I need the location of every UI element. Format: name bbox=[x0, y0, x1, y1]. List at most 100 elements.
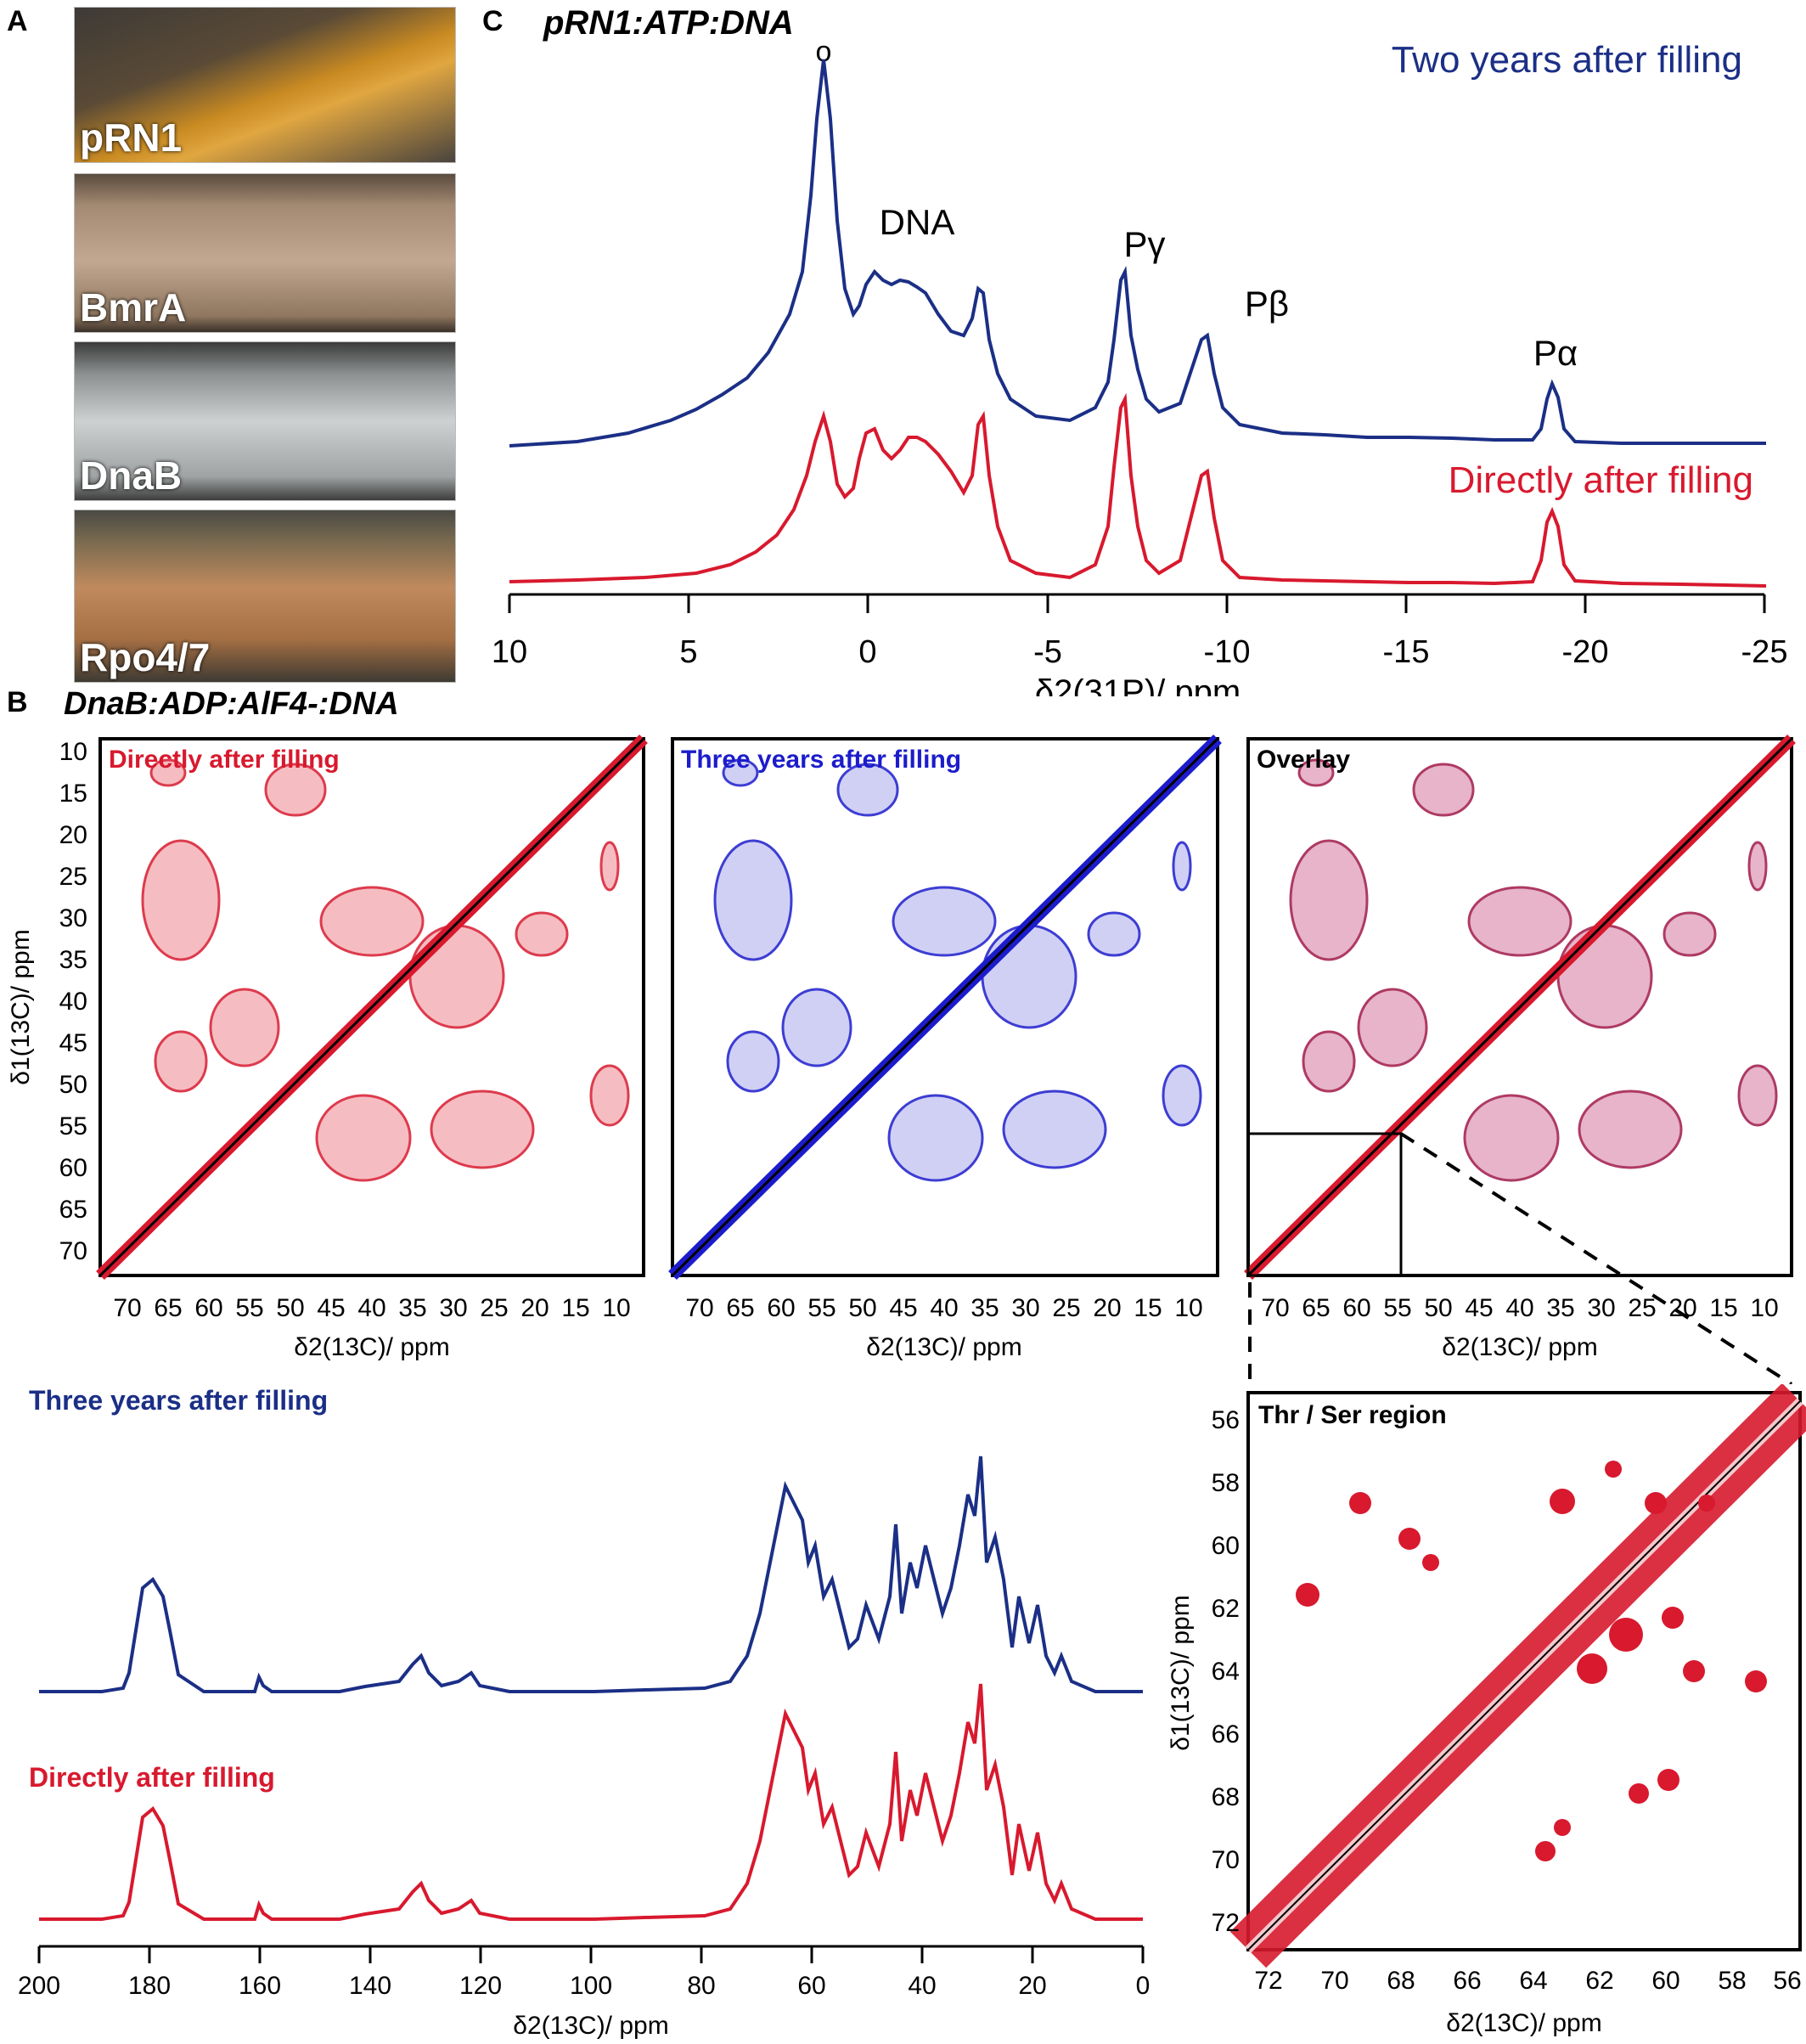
tick-31p-6: -20 bbox=[1562, 634, 1609, 670]
ylabel-2d: δ1(13C)/ ppm bbox=[7, 929, 35, 1084]
zoom-title: Thr / Ser region bbox=[1258, 1401, 1447, 1429]
xtick-b2-5: 45 bbox=[889, 1294, 917, 1322]
xtick-b2-7: 35 bbox=[971, 1294, 999, 1322]
spectrum-1d-directly-after bbox=[39, 1683, 1143, 1921]
xtick-b3-2: 60 bbox=[1342, 1294, 1370, 1322]
zoom-ytick-5: 66 bbox=[1212, 1720, 1240, 1748]
ytick-10: 60 bbox=[59, 1154, 87, 1182]
tick-1d-7: 60 bbox=[797, 1972, 825, 2000]
zoom-ytick-2: 60 bbox=[1212, 1532, 1240, 1560]
zoom-xtick-0: 72 bbox=[1254, 1967, 1282, 1995]
xlabel-2d-box1: δ2(13C)/ ppm bbox=[294, 1333, 449, 1361]
xtick-b2-11: 15 bbox=[1134, 1294, 1162, 1322]
xtick-b2-8: 30 bbox=[1011, 1294, 1039, 1322]
xtick-b2-4: 50 bbox=[848, 1294, 876, 1322]
xtick-b2-2: 60 bbox=[767, 1294, 795, 1322]
xtick-b1-8: 30 bbox=[439, 1294, 467, 1322]
xtick-b3-6: 40 bbox=[1505, 1294, 1533, 1322]
zoom-ytick-7: 70 bbox=[1212, 1846, 1240, 1874]
tick-31p-1: 5 bbox=[679, 634, 697, 670]
label-directly-after: Directly after filling bbox=[1449, 459, 1753, 501]
xtick-b3-9: 25 bbox=[1628, 1294, 1656, 1322]
label-1d-directly-after: Directly after filling bbox=[29, 1762, 275, 1793]
xlabel-2d-box2: δ2(13C)/ ppm bbox=[866, 1333, 1021, 1361]
xtick-b2-1: 65 bbox=[726, 1294, 754, 1322]
zoom-ytick-8: 72 bbox=[1212, 1909, 1240, 1937]
zoom-xtick-8: 56 bbox=[1773, 1967, 1801, 1995]
xtick-b1-5: 45 bbox=[317, 1294, 345, 1322]
peak-label-o: o bbox=[816, 36, 832, 68]
photo-bmra: BmrA bbox=[74, 173, 456, 333]
spectrum-2d-overlay: Overlay bbox=[1244, 735, 1796, 1280]
tick-1d-5: 100 bbox=[570, 1972, 612, 2000]
tick-1d-2: 160 bbox=[239, 1972, 281, 2000]
xtick-b2-6: 40 bbox=[930, 1294, 958, 1322]
zoom-ytick-4: 64 bbox=[1212, 1658, 1240, 1686]
zoom-peaks bbox=[1296, 1461, 1767, 1861]
xtick-b1-9: 25 bbox=[480, 1294, 508, 1322]
panel-b-title: DnaB:ADP:AlF4-:DNA bbox=[64, 686, 399, 722]
zoom-ytick-3: 62 bbox=[1212, 1595, 1240, 1623]
zoom-xtick-7: 58 bbox=[1718, 1967, 1746, 1995]
xtick-b3-10: 20 bbox=[1668, 1294, 1696, 1322]
tick-31p-7: -25 bbox=[1741, 634, 1788, 670]
spectrum-31p-two-years bbox=[509, 59, 1766, 448]
ytick-7: 45 bbox=[59, 1029, 87, 1057]
xtick-b1-1: 65 bbox=[154, 1294, 182, 1322]
title-three-years: Three years after filling bbox=[681, 746, 961, 774]
zoom-region-box bbox=[1246, 1132, 1403, 1277]
ytick-1: 15 bbox=[59, 780, 87, 808]
ytick-8: 50 bbox=[59, 1071, 87, 1099]
tick-31p-5: -15 bbox=[1383, 634, 1430, 670]
panel-label-b: B bbox=[7, 686, 28, 718]
tick-31p-3: -5 bbox=[1033, 634, 1062, 670]
panel-c-31p-spectra: pRN1:ATP:DNA Two years after filling Dir… bbox=[492, 4, 1788, 696]
sample-label-rpo47: Rpo4/7 bbox=[80, 635, 211, 679]
tick-1d-0: 200 bbox=[18, 1972, 60, 2000]
spectrum-31p-directly-after bbox=[509, 392, 1767, 588]
peak-label-dna: DNA bbox=[880, 202, 955, 242]
xtick-b1-2: 60 bbox=[194, 1294, 222, 1322]
spectrum-1d-three-years bbox=[39, 1456, 1143, 1693]
tick-31p-0: 10 bbox=[492, 634, 527, 670]
ticks-13c-1d bbox=[37, 1946, 1145, 1963]
xtick-b3-1: 65 bbox=[1302, 1294, 1330, 1322]
xtick-b3-4: 50 bbox=[1424, 1294, 1452, 1322]
xtick-b3-3: 55 bbox=[1383, 1294, 1411, 1322]
xtick-b1-6: 40 bbox=[357, 1294, 385, 1322]
xtick-b1-11: 15 bbox=[561, 1294, 589, 1322]
xtick-b1-4: 50 bbox=[276, 1294, 304, 1322]
label-two-years: Two years after filling bbox=[1392, 39, 1742, 81]
title-overlay: Overlay bbox=[1257, 746, 1350, 774]
peak-label-pbeta: Pβ bbox=[1245, 284, 1289, 324]
xtick-b2-9: 25 bbox=[1052, 1294, 1080, 1322]
zoom-ytick-1: 58 bbox=[1212, 1469, 1240, 1497]
photo-prn1: pRN1 bbox=[74, 7, 456, 163]
panel-label-c: C bbox=[482, 5, 504, 37]
xlabel-1d: δ2(13C)/ ppm bbox=[513, 2012, 668, 2040]
photo-rpo47: Rpo4/7 bbox=[74, 510, 456, 683]
sample-label-prn1: pRN1 bbox=[80, 115, 183, 160]
xtick-b1-12: 10 bbox=[602, 1294, 630, 1322]
tick-1d-6: 80 bbox=[687, 1972, 715, 2000]
xtick-b3-11: 15 bbox=[1709, 1294, 1737, 1322]
ytick-9: 55 bbox=[59, 1112, 87, 1140]
zoom-xtick-5: 62 bbox=[1585, 1967, 1613, 1995]
xtick-b1-10: 20 bbox=[520, 1294, 549, 1322]
zoom-xlabel: δ2(13C)/ ppm bbox=[1446, 2009, 1601, 2037]
xtick-b1-3: 55 bbox=[235, 1294, 263, 1322]
peak-label-pgamma: Pγ bbox=[1123, 224, 1165, 264]
zoom-xtick-4: 64 bbox=[1519, 1967, 1547, 1995]
peak-label-palpha: Pα bbox=[1533, 333, 1578, 373]
xtick-b2-0: 70 bbox=[685, 1294, 713, 1322]
zoom-connector-right bbox=[1399, 1132, 1793, 1384]
ytick-4: 30 bbox=[59, 904, 87, 932]
xtick-b1-7: 35 bbox=[398, 1294, 426, 1322]
zoom-ytick-0: 56 bbox=[1212, 1406, 1240, 1434]
tick-1d-8: 40 bbox=[908, 1972, 936, 2000]
xtick-b2-3: 55 bbox=[807, 1294, 835, 1322]
photo-dnab: DnaB bbox=[74, 341, 456, 501]
xtick-b2-12: 10 bbox=[1174, 1294, 1202, 1322]
xtick-b3-5: 45 bbox=[1465, 1294, 1493, 1322]
spectrum-2d-three-years: Three years after filling bbox=[668, 735, 1222, 1280]
